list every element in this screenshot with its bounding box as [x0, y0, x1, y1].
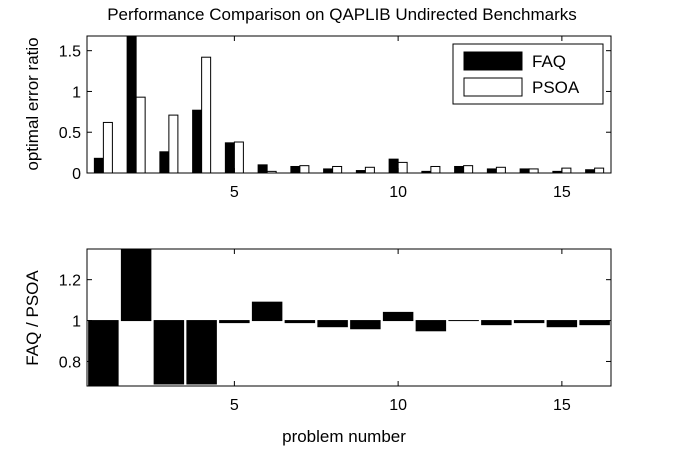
top-bar-psoa-1	[102, 121, 113, 174]
legend-swatch-psoa	[463, 77, 523, 97]
top-bar-psoa-16	[594, 167, 605, 174]
bottom-bar-ratio-4	[186, 320, 217, 385]
top-y-axis-label: optimal error ratio	[23, 37, 42, 170]
bottom-bar-ratio-15	[546, 320, 578, 328]
bottom-axes-frame	[86, 248, 612, 387]
bottom-bar-ratio-1	[88, 320, 119, 387]
bottom-bar-ratio-10	[382, 311, 414, 322]
top-y-tick-label: 0	[72, 166, 81, 183]
top-bar-faq-12	[454, 165, 465, 174]
top-bar-faq-5	[224, 142, 235, 174]
top-axes-frame	[86, 35, 612, 174]
top-x-tick-label: 15	[553, 184, 571, 201]
top-bar-faq-10	[388, 158, 399, 174]
bottom-x-tick-label: 5	[230, 397, 239, 414]
top-bar-psoa-5	[233, 141, 244, 174]
top-x-tick-label: 10	[389, 184, 407, 201]
top-bar-faq-3	[159, 151, 170, 174]
top-bar-psoa-13	[495, 166, 506, 174]
top-bar-faq-14	[519, 168, 530, 174]
bottom-x-tick-label: 15	[553, 397, 571, 414]
top-bar-psoa-11	[430, 165, 441, 174]
bottom-y-tick-label: 0.8	[59, 354, 81, 371]
top-y-tick-label: 0.5	[59, 125, 81, 142]
bottom-y-tick-label: 1.2	[59, 273, 81, 290]
bottom-bar-ratio-16	[579, 320, 610, 326]
top-bar-faq-2	[126, 35, 137, 174]
top-bar-psoa-10	[397, 161, 408, 174]
bottom-bar-ratio-13	[481, 320, 512, 326]
top-bar-faq-4	[192, 109, 203, 174]
top-y-tick-label: 1	[72, 84, 81, 101]
top-axes: optimal error ratio 0 0.5 1 1.5 5 10 15 FAQ PSOA	[23, 35, 612, 201]
top-bar-faq-7	[290, 165, 301, 174]
bottom-bar-ratio-9	[350, 320, 381, 330]
bottom-y-tick-label: 1	[72, 314, 81, 331]
top-bar-psoa-2	[135, 96, 146, 174]
bottom-bar-ratio-6	[251, 301, 283, 322]
top-bar-faq-1	[93, 157, 104, 174]
bottom-y-axis-label: FAQ / PSOA	[23, 270, 42, 366]
bottom-bar-ratio-11	[415, 320, 447, 332]
top-bar-psoa-12	[463, 165, 474, 174]
top-bar-faq-13	[486, 168, 497, 174]
top-bar-psoa-4	[201, 56, 212, 174]
top-bar-faq-8	[323, 168, 334, 174]
legend-label-psoa: PSOA	[532, 78, 580, 97]
legend-label-faq: FAQ	[532, 52, 566, 71]
bottom-x-tick-label: 10	[389, 397, 407, 414]
bottom-bar-ratio-7	[284, 320, 316, 324]
bottom-bar-ratio-3	[153, 320, 185, 385]
top-y-tick-label: 1.5	[59, 44, 81, 61]
top-x-tick-label: 5	[230, 184, 239, 201]
top-bar-psoa-3	[168, 114, 179, 174]
bottom-bar-ratio-14	[513, 320, 545, 324]
legend-swatch-faq	[463, 51, 523, 71]
top-bar-psoa-9	[364, 166, 375, 174]
top-bar-faq-6	[257, 164, 268, 174]
bottom-axes: FAQ / PSOA problem number 0.8 1 1.2 5 10 15	[23, 248, 612, 446]
top-bar-psoa-14	[528, 168, 539, 174]
top-bar-psoa-8	[332, 165, 343, 174]
top-bar-psoa-7	[299, 165, 310, 174]
top-bar-psoa-15	[561, 167, 572, 174]
bottom-bar-ratio-2	[120, 248, 152, 322]
chart-title: Performance Comparison on QAPLIB Undirec…	[107, 5, 577, 24]
bottom-bar-ratio-5	[219, 320, 250, 324]
bottom-x-axis-label: problem number	[282, 427, 406, 446]
bottom-bar-ratio-8	[317, 320, 348, 328]
